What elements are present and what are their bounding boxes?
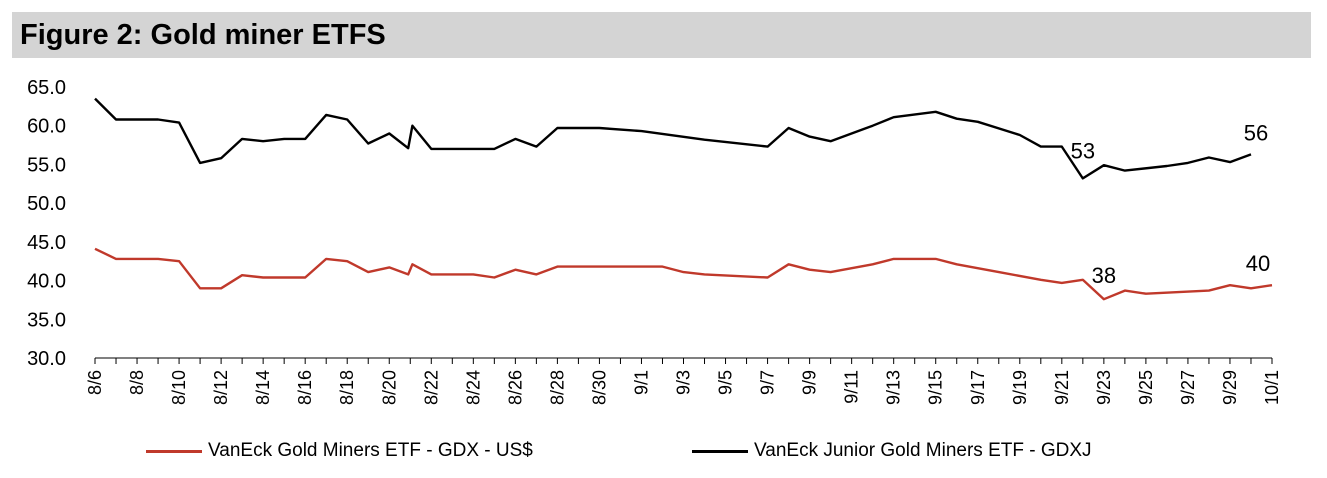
x-tick-label: 9/1 xyxy=(631,370,651,395)
x-tick-label: 8/6 xyxy=(85,370,105,395)
x-tick-label: 9/19 xyxy=(1010,370,1030,405)
x-tick-label: 8/30 xyxy=(589,370,609,405)
x-tick-label: 8/24 xyxy=(463,370,483,405)
data-label-gdxj-56: 56 xyxy=(1244,120,1268,145)
y-tick-label: 55.0 xyxy=(27,154,66,176)
legend-label-gdxj: VanEck Junior Gold Miners ETF - GDXJ xyxy=(754,440,1092,461)
x-tick-label: 8/10 xyxy=(169,370,189,405)
gdx-line xyxy=(94,247,1273,301)
y-tick-label: 65.0 xyxy=(27,77,66,99)
y-tick-label: 50.0 xyxy=(27,193,66,215)
x-tick-label: 9/25 xyxy=(1136,370,1156,405)
y-tick-label: 45.0 xyxy=(27,232,66,254)
y-tick-label: 60.0 xyxy=(27,116,66,138)
x-tick-label: 9/7 xyxy=(758,370,778,395)
y-tick-label: 40.0 xyxy=(27,271,66,293)
chart-legend: VanEck Gold Miners ETF - GDX - US$ VanEc… xyxy=(0,440,1327,470)
x-tick-label: 8/22 xyxy=(421,370,441,405)
x-tick-label: 9/21 xyxy=(1052,370,1072,405)
x-tick-label: 9/13 xyxy=(884,370,904,405)
x-tick-label: 8/28 xyxy=(547,370,567,405)
figure-title: Figure 2: Gold miner ETFS xyxy=(20,19,386,51)
data-label-gdx-40: 40 xyxy=(1246,251,1270,276)
legend-item-gdx: VanEck Gold Miners ETF - GDX - US$ xyxy=(146,440,533,462)
x-tick-label: 9/29 xyxy=(1220,370,1240,405)
legend-swatch-gdxj xyxy=(692,449,748,453)
figure-header: Figure 2: Gold miner ETFS xyxy=(12,12,1311,58)
data-label-gdxj-53: 53 xyxy=(1071,138,1095,163)
legend-label-gdx: VanEck Gold Miners ETF - GDX - US$ xyxy=(208,440,533,461)
x-tick-label: 8/20 xyxy=(379,370,399,405)
line-chart: 30.035.040.045.050.055.060.065.0 8/6 8/8 8… xyxy=(27,77,1282,405)
gdxj-line xyxy=(94,97,1252,180)
x-tick-label: 8/26 xyxy=(505,370,525,405)
y-axis: 30.0 35.0 40.0 45.0 50.0 55.0 60.0 65.0 xyxy=(27,77,66,370)
x-axis: 8/6 8/8 8/10 8/12 8/14 8/16 8/18 8/20 8/22 8/24 8/… xyxy=(85,357,1282,405)
x-tick-label: 9/11 xyxy=(842,370,862,404)
x-tick-label: 9/9 xyxy=(800,370,820,395)
x-tick-label: 10/1 xyxy=(1262,370,1282,405)
x-tick-label: 8/12 xyxy=(211,370,231,405)
x-tick-label: 9/17 xyxy=(968,370,988,405)
data-label-gdx-38: 38 xyxy=(1092,263,1116,288)
x-tick-label: 9/27 xyxy=(1178,370,1198,405)
x-tick-label: 8/18 xyxy=(337,370,357,405)
x-tick-label: 9/5 xyxy=(716,370,736,395)
series-lines xyxy=(94,97,1273,301)
legend-swatch-gdx xyxy=(146,449,202,453)
x-tick-label: 9/3 xyxy=(674,370,694,395)
x-tick-label: 9/23 xyxy=(1094,370,1114,405)
y-tick-label: 35.0 xyxy=(27,309,66,331)
x-tick-label: 8/8 xyxy=(127,370,147,395)
x-tick-label: 8/16 xyxy=(295,370,315,405)
legend-item-gdxj: VanEck Junior Gold Miners ETF - GDXJ xyxy=(692,440,1092,462)
y-tick-label: 30.0 xyxy=(27,348,66,370)
x-tick-label: 9/15 xyxy=(926,370,946,405)
x-tick-label: 8/14 xyxy=(253,370,273,405)
data-annotations: 53 56 38 40 xyxy=(1071,120,1271,288)
